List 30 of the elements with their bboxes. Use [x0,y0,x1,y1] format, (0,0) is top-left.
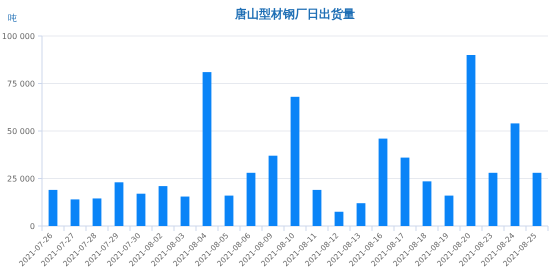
y-tick-label: 75 000 [7,80,35,88]
bar [532,172,542,226]
y-tick-label: 100 000 [2,32,35,41]
bar [202,72,212,226]
y-tick-label: 25 000 [7,174,35,184]
bar [290,96,300,226]
bar [92,198,102,226]
bar [158,186,168,226]
chart-title: 唐山型材钢厂日出货量 [234,7,355,21]
bar [356,203,366,226]
bar [378,138,388,226]
y-tick-label: 50 000 [7,127,35,136]
bar [400,158,410,226]
bar [334,212,344,226]
bar [180,196,190,226]
bar [224,196,234,226]
bar [444,196,454,226]
y-tick-label: 0 [30,222,35,231]
bar [268,156,278,226]
bar [48,190,58,226]
bar [510,123,520,226]
bar [70,199,80,226]
bar [246,172,256,226]
bar [422,181,432,226]
y-axis-title: 吨 [8,13,17,24]
bar [136,194,146,226]
bar [466,55,476,226]
bar [488,172,498,226]
bar [114,182,124,226]
bar [312,190,322,226]
